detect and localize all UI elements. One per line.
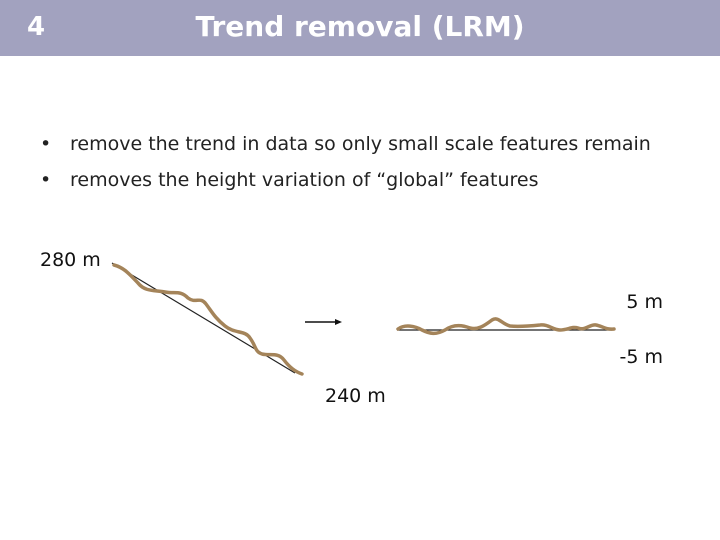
label: 5 m bbox=[626, 291, 663, 313]
bullet: remove the trend in data so only small s… bbox=[40, 128, 651, 164]
bullet: removes the height variation of “global”… bbox=[40, 164, 651, 200]
label: 240 m bbox=[325, 385, 386, 407]
detrended-profile bbox=[396, 317, 616, 336]
header-bar: 4 Trend removal (LRM) bbox=[0, 0, 720, 56]
label: -5 m bbox=[619, 346, 664, 368]
label: 280 m bbox=[40, 249, 101, 271]
terrain-profile bbox=[112, 263, 304, 376]
slide-title: Trend removal (LRM) bbox=[195, 10, 525, 43]
bullet-list: remove the trend in data so only small s… bbox=[40, 128, 651, 200]
arrow-head bbox=[335, 319, 342, 325]
slide-number: 4 bbox=[27, 12, 46, 42]
trend-line bbox=[111, 262, 296, 374]
